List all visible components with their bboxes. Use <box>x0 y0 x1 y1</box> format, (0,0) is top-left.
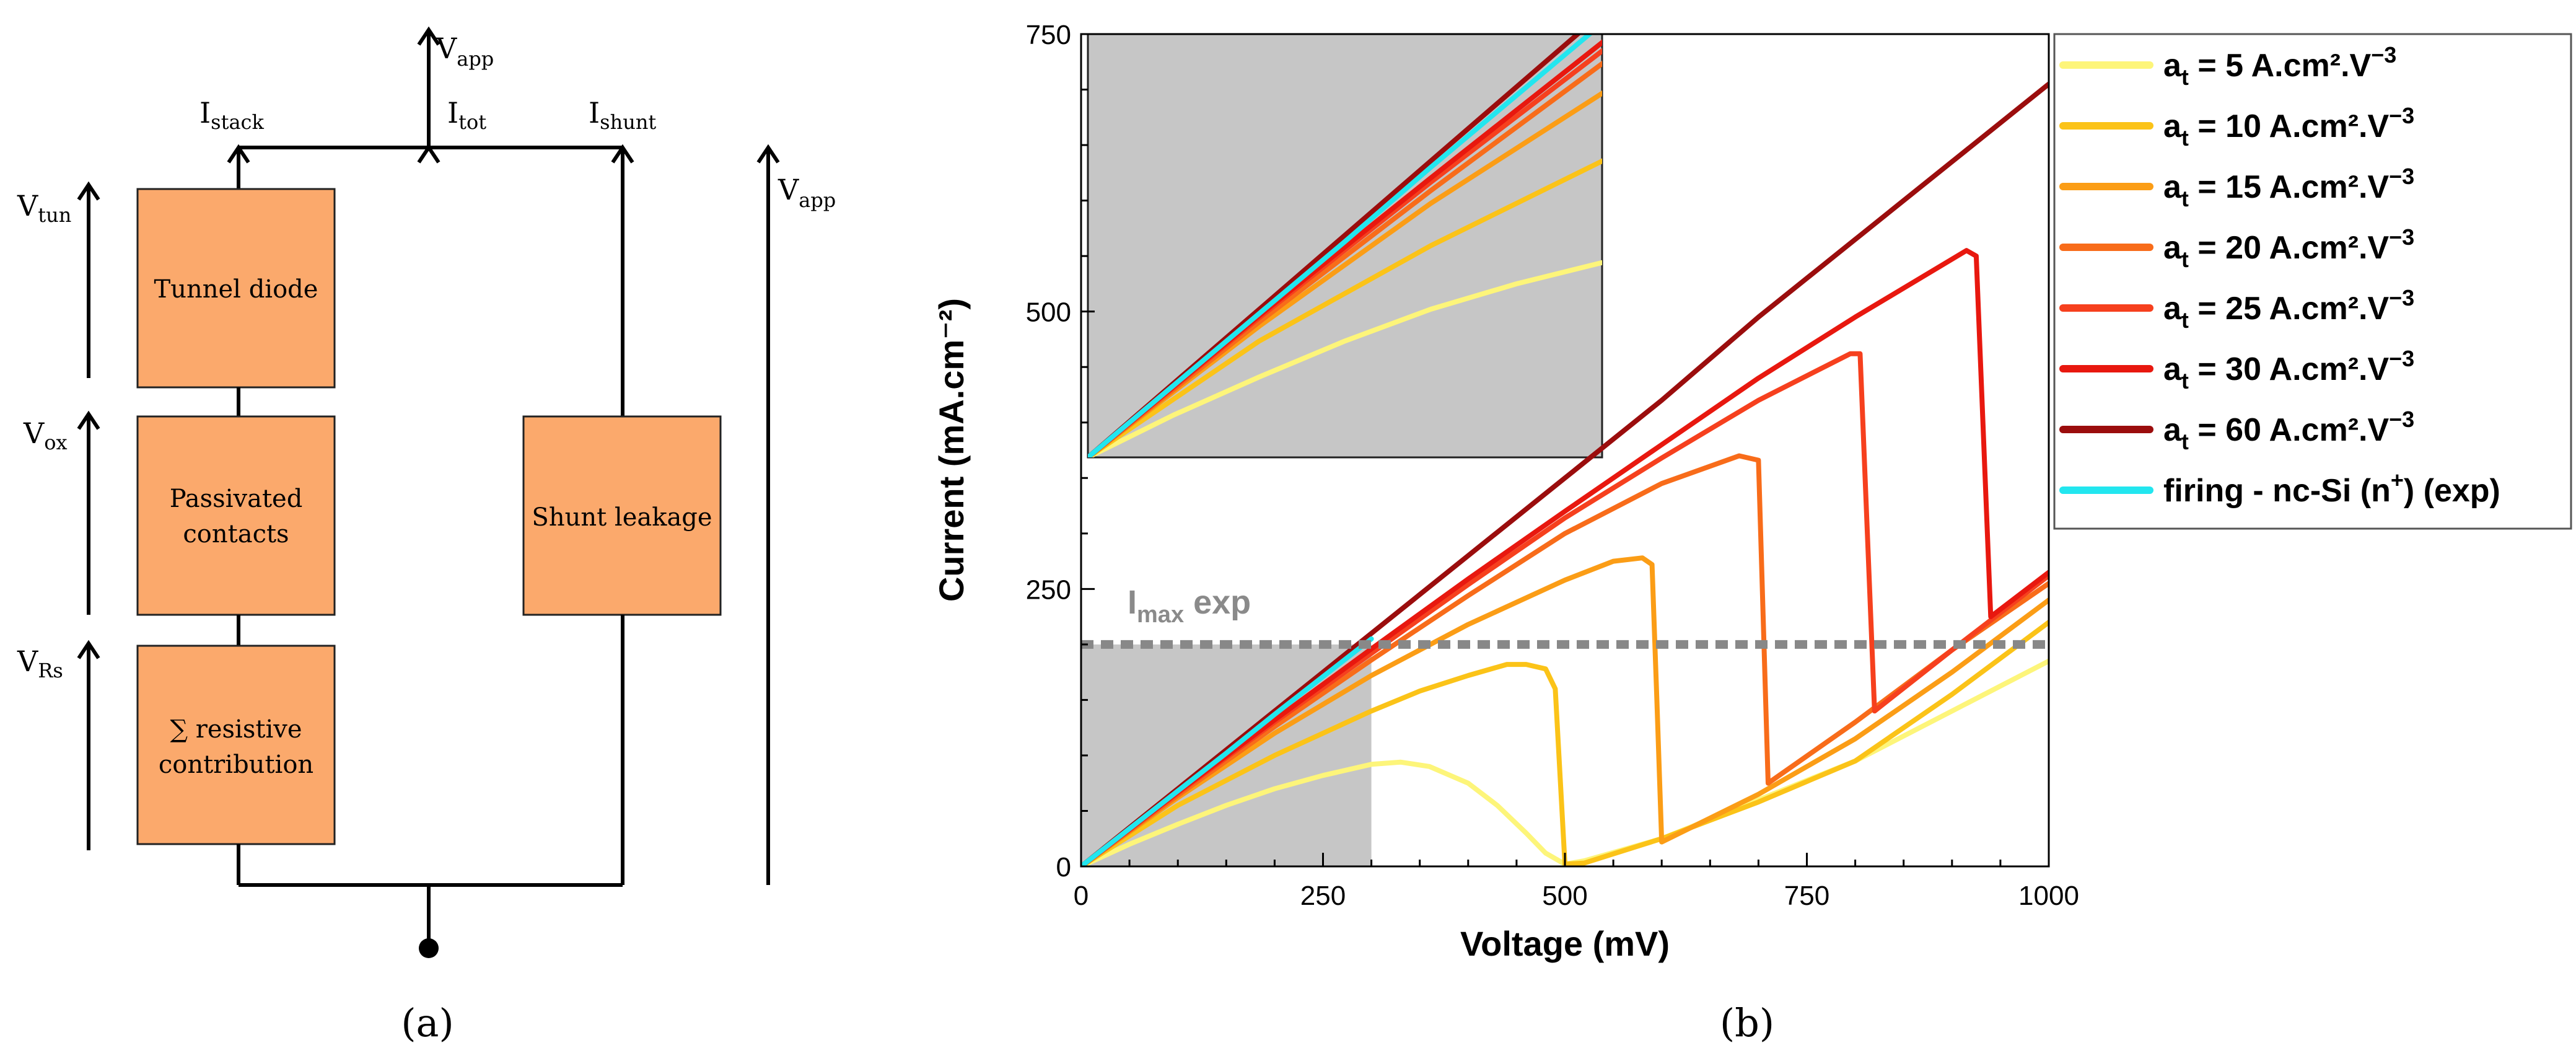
tunnel-diode-box <box>136 188 336 389</box>
main-curves-group <box>1081 81 2049 866</box>
y-axis-title: Current (mA.cm⁻²) <box>932 298 971 602</box>
inset-series-line-firing-nc-si-n-exp- <box>1088 34 1593 457</box>
legend-entry-label: at = 15 A.cm².V−3 <box>2163 164 2414 211</box>
series-line-at-10 <box>1081 620 2049 866</box>
passivated-label-line1: Passivated <box>170 485 303 513</box>
caption-b: (b) <box>1720 1000 1774 1046</box>
i-stack-label: Istack <box>199 96 264 134</box>
x-tick-label: 500 <box>1542 881 1587 911</box>
resistive-label-line1: ∑ resistive <box>170 715 302 744</box>
v-app-right-arrowhead <box>756 144 780 164</box>
inset-series-line-at-5 <box>1088 260 1602 457</box>
series-line-firing-nc-si-n-exp- <box>1081 636 1374 866</box>
inset-series-line-at-60 <box>1088 34 1582 457</box>
v-app-top-arrowhead <box>417 26 440 46</box>
legend-entry-label: at = 25 A.cm².V−3 <box>2163 285 2414 333</box>
i-shunt-arrowhead <box>611 144 634 164</box>
v-app-top-label: Vapp <box>436 32 494 71</box>
axis-ticks: 0 250 500 750 1000 0 250 500 750 <box>1026 20 2079 911</box>
y-tick-label: 500 <box>1026 297 1071 328</box>
i-shunt-label: Ishunt <box>589 96 656 134</box>
i-stack-arrowhead <box>227 144 250 164</box>
series-line-at-60 <box>1081 81 2049 866</box>
series-line-at-15 <box>1081 555 2049 866</box>
y-tick-label: 250 <box>1026 575 1071 605</box>
v-tun-arrowhead <box>77 181 100 201</box>
legend: at = 5 A.cm².V−3 at = 10 A.cm².V−3 at = 15… <box>2059 42 2500 509</box>
x-tick-label: 0 <box>1074 881 1089 911</box>
x-tick-label: 250 <box>1300 881 1346 911</box>
i-tot-label: Itot <box>447 96 486 134</box>
series-line-at-20 <box>1081 453 2049 866</box>
shunt-leakage-box <box>522 415 722 616</box>
legend-entry-label: at = 10 A.cm².V−3 <box>2163 103 2414 151</box>
inset-series-line-at-15 <box>1088 90 1602 457</box>
caption-a: (a) <box>401 1000 453 1046</box>
legend-box <box>2053 33 2572 530</box>
passivated-label-line2: contacts <box>183 520 289 548</box>
inset-series-line-at-25 <box>1088 48 1602 457</box>
legend-entry-label: at = 30 A.cm².V−3 <box>2163 346 2414 394</box>
legend-entry-label: firing - nc-Si (n+) (exp) <box>2163 467 2500 509</box>
inset-series-line-at-10 <box>1088 158 1602 457</box>
v-rs-label: VRs <box>17 645 63 682</box>
ground-node <box>419 938 439 958</box>
x-axis-title: Voltage (mV) <box>1460 924 1670 963</box>
x-tick-label: 750 <box>1784 881 1829 911</box>
tunnel-diode-label: Tunnel diode <box>154 275 318 304</box>
shunt-leakage-label: Shunt leakage <box>532 503 712 532</box>
legend-entry-label: at = 20 A.cm².V−3 <box>2163 224 2414 272</box>
inset-series-line-at-20 <box>1088 60 1602 457</box>
v-app-right-label: Vapp <box>778 173 836 212</box>
passivated-contacts-box <box>136 415 336 616</box>
circuit-diagram: Vapp Itot Istack Tunnel diode Passivated… <box>17 26 836 1046</box>
v-ox-arrowhead <box>77 410 100 430</box>
inset-curves-group <box>1088 34 1602 457</box>
series-line-at-30 <box>1081 248 2049 866</box>
iv-chart: Imax exp 0 250 500 750 1000 0 250 500 750 Voltag… <box>932 20 2572 1046</box>
y-tick-label: 0 <box>1056 852 1071 883</box>
v-tun-label: Vtun <box>17 189 71 227</box>
v-ox-label: Vox <box>23 416 68 454</box>
x-tick-label: 1000 <box>2018 881 2079 911</box>
resistive-label-line2: contribution <box>159 751 313 779</box>
v-rs-arrowhead <box>77 640 100 659</box>
inset-series-line-at-30 <box>1088 39 1602 457</box>
legend-entry-label: at = 5 A.cm².V−3 <box>2163 42 2396 90</box>
legend-entry-label: at = 60 A.cm².V−3 <box>2163 407 2414 454</box>
y-tick-label: 750 <box>1026 20 1071 50</box>
i-tot-arrowhead <box>417 144 440 164</box>
imax-exp-label: Imax exp <box>1128 584 1251 628</box>
resistive-contribution-box <box>136 645 336 845</box>
